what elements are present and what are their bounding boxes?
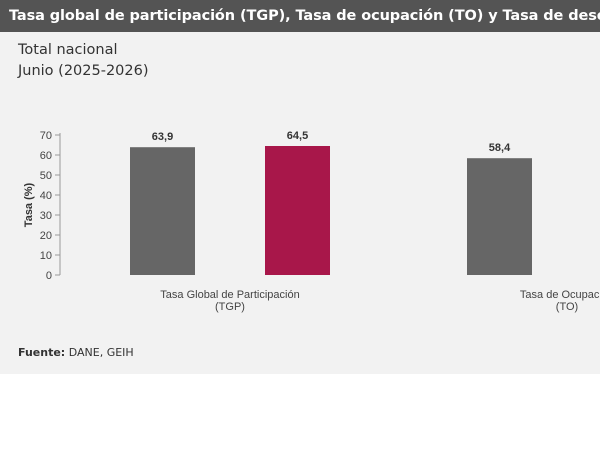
bar-value-label: 58,4 [489,142,511,154]
bar [265,146,330,275]
y-tick-label: 20 [40,230,52,242]
y-tick-label: 60 [40,150,52,162]
y-tick-label: 40 [40,190,52,202]
chart-title: Tasa global de participación (TGP), Tasa… [9,8,600,24]
y-axis-title: Tasa (%) [23,182,35,227]
y-tick-label: 10 [40,250,52,262]
bar-value-label: 63,9 [152,131,173,143]
chart-card: Tasa global de participación (TGP), Tasa… [0,0,600,374]
source-note: Fuente: DANE, GEIH [18,346,134,359]
x-category-label: (TO) [556,301,578,313]
bar [467,158,532,275]
x-category-label: (TGP) [215,301,245,313]
bar-chart: 0 10 20 30 40 50 60 70 Tasa (%) 63,9 64,5 Tasa Glob… [23,130,600,313]
x-category-label: Tasa de Ocupación [520,289,600,301]
title-bar: Tasa global de participación (TGP), Tasa… [0,0,600,32]
chart-subtitle-scope: Total nacional [18,42,118,58]
bar [130,147,195,275]
source-label: Fuente: [18,346,66,359]
y-tick-label: 70 [40,130,52,142]
x-category-label: Tasa Global de Participación [160,289,299,301]
y-tick-label: 0 [46,270,52,282]
bar-value-label: 64,5 [287,130,308,142]
y-tick-label: 50 [40,170,52,182]
chart-subtitle-period: Junio (2025-2026) [18,63,149,79]
y-tick-label: 30 [40,210,52,222]
source-value: DANE, GEIH [68,346,134,359]
